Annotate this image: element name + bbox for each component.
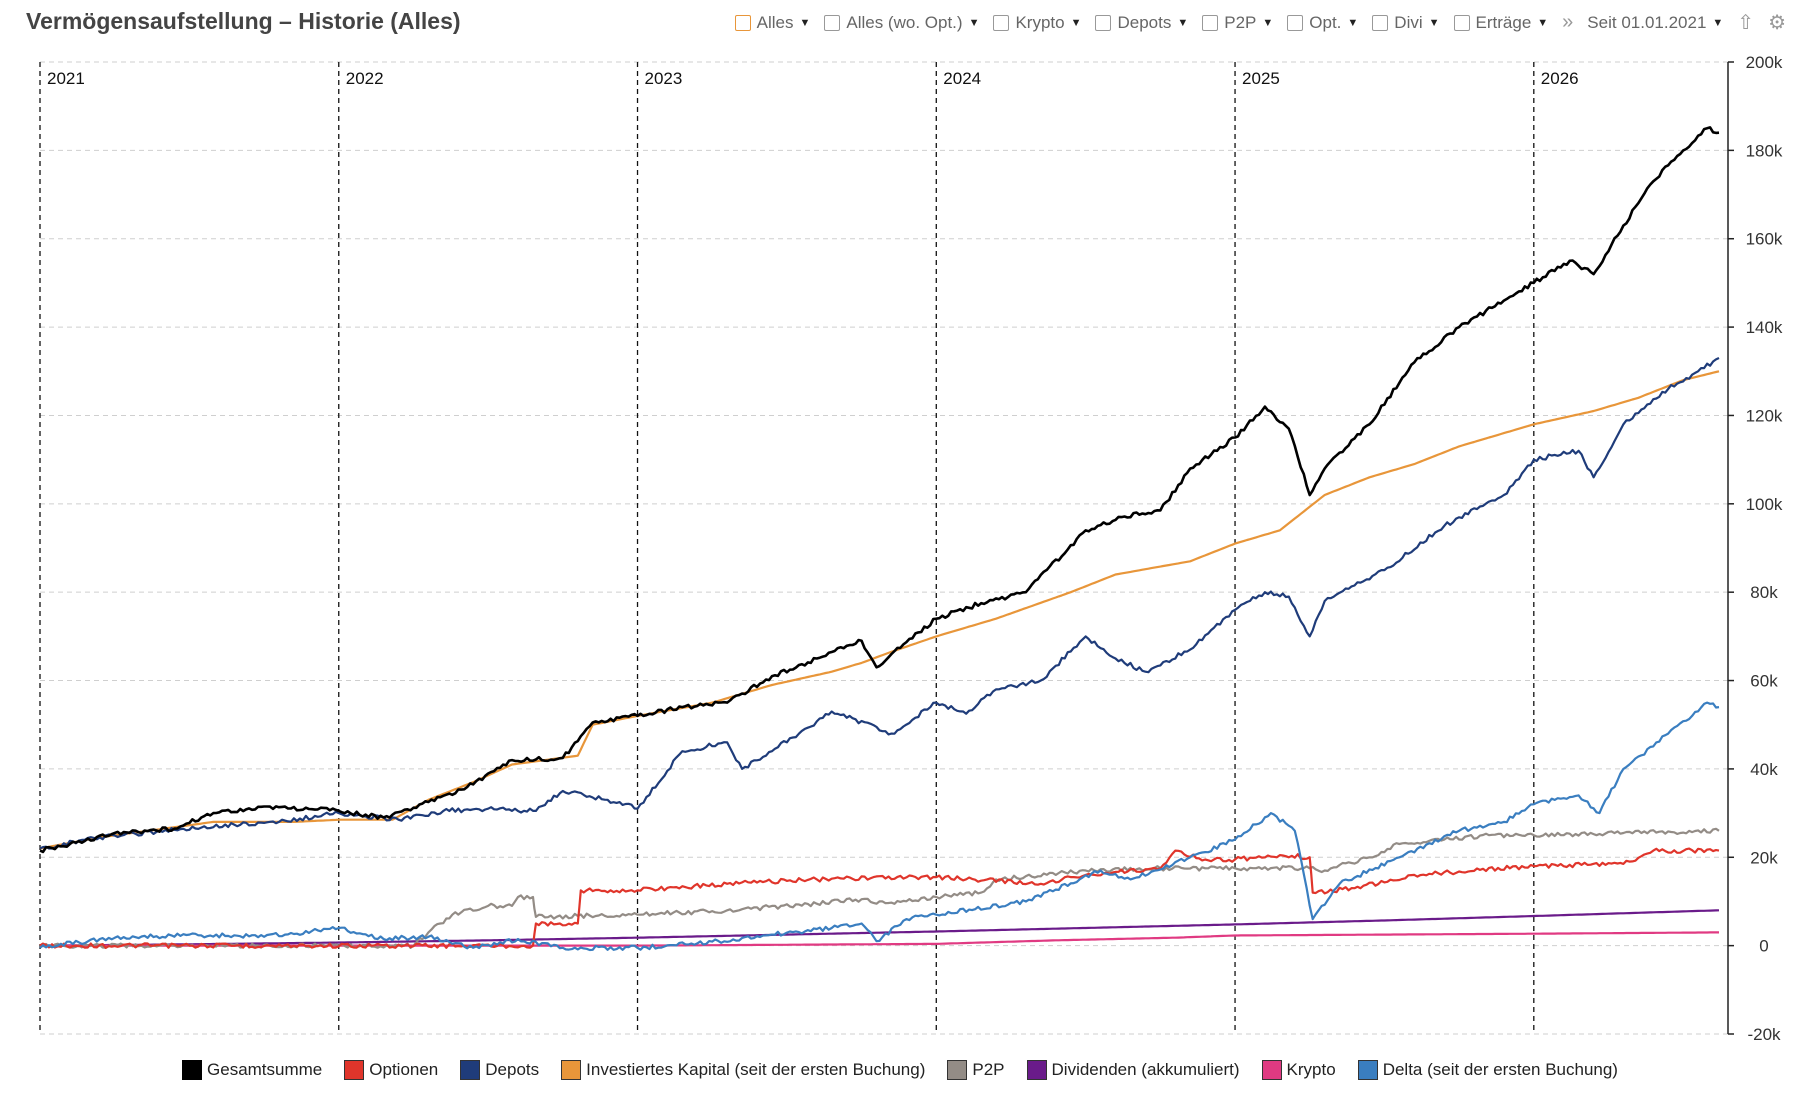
- legend-label: Dividenden (akkumuliert): [1051, 1060, 1240, 1079]
- y-tick-label: 200k: [1746, 53, 1783, 72]
- legend-label: Investiertes Kapital (seit der ersten Bu…: [586, 1060, 926, 1079]
- legend-label: Gesamtsumme: [207, 1060, 323, 1079]
- legend-swatch: [460, 1060, 481, 1080]
- filter-p2p[interactable]: P2P ▼: [1202, 13, 1273, 33]
- year-marker-label: 2022: [346, 69, 384, 88]
- checkbox-icon[interactable]: [1453, 14, 1470, 31]
- y-tick-label: 20k: [1750, 848, 1778, 867]
- checkbox-icon[interactable]: [1372, 14, 1389, 31]
- filter-label: Krypto: [1015, 12, 1065, 32]
- grid: 2021 2022 2023 2024 2025 2026: [39, 61, 1728, 1035]
- y-axis: 200k 180k 160k 140k 120k 100k 80k 60k 40k 20k 0 -20…: [1727, 53, 1783, 1044]
- y-tick-label: 160k: [1746, 230, 1783, 249]
- filter-krypto[interactable]: Krypto ▼: [993, 13, 1081, 33]
- filter-label: Erträge: [1475, 12, 1532, 32]
- checkbox-icon[interactable]: [824, 14, 841, 31]
- date-filter-label: Seit 01.01.2021: [1587, 12, 1707, 32]
- legend-swatch: [561, 1060, 582, 1080]
- legend-label: Delta (seit der ersten Buchung): [1382, 1060, 1618, 1079]
- series-line-3: [39, 370, 1720, 850]
- y-tick-label: -20k: [1747, 1025, 1781, 1044]
- legend-swatch: [1357, 1060, 1378, 1080]
- legend-label: Depots: [485, 1060, 540, 1079]
- year-marker-label: 2024: [943, 69, 981, 88]
- legend-item[interactable]: P2P: [947, 1060, 1005, 1080]
- filter-depots[interactable]: Depots ▼: [1095, 13, 1188, 33]
- caret-down-icon[interactable]: ▼: [1712, 16, 1724, 29]
- legend-swatch: [1261, 1060, 1282, 1080]
- y-tick-label: 100k: [1746, 495, 1783, 514]
- legend-swatch: [344, 1060, 365, 1080]
- legend-item[interactable]: Dividenden (akkumuliert): [1026, 1060, 1240, 1080]
- caret-down-icon[interactable]: ▼: [1347, 16, 1359, 29]
- filter-label: Divi: [1394, 12, 1423, 32]
- caret-down-icon[interactable]: ▼: [968, 16, 980, 29]
- legend-label: Krypto: [1286, 1060, 1336, 1079]
- legend: Gesamtsumme Optionen Depots Investiertes Ka…: [0, 1060, 1800, 1080]
- y-tick-label: 40k: [1750, 760, 1778, 779]
- series-line-5: [40, 909, 1720, 947]
- caret-down-icon[interactable]: ▼: [799, 16, 811, 29]
- legend-item[interactable]: Krypto: [1261, 1060, 1336, 1080]
- year-marker-label: 2025: [1242, 69, 1280, 88]
- legend-item[interactable]: Optionen: [344, 1060, 438, 1080]
- filter-label: P2P: [1224, 12, 1257, 32]
- upload-icon[interactable]: ⇧: [1737, 12, 1755, 34]
- filter-label: Alles (wo. Opt.): [846, 12, 963, 32]
- legend-label: Optionen: [369, 1060, 439, 1079]
- year-marker-label: 2026: [1541, 69, 1579, 88]
- series-line-4: [39, 827, 1720, 949]
- gear-icon[interactable]: ⚙: [1768, 12, 1786, 34]
- legend-swatch: [182, 1060, 203, 1080]
- year-marker-label: 2021: [47, 69, 85, 88]
- legend-swatch: [947, 1060, 968, 1080]
- y-tick-label: 80k: [1750, 583, 1778, 602]
- caret-down-icon[interactable]: ▼: [1262, 16, 1274, 29]
- y-tick-label: 60k: [1750, 672, 1778, 691]
- series-line-1: [39, 847, 1720, 949]
- caret-down-icon[interactable]: ▼: [1177, 16, 1189, 29]
- checkbox-icon[interactable]: [1287, 14, 1304, 31]
- checkbox-icon[interactable]: [1202, 14, 1219, 31]
- series-line-2: [39, 357, 1720, 850]
- filter-alles-wo-opt[interactable]: Alles (wo. Opt.) ▼: [824, 13, 979, 33]
- filter-divi[interactable]: Divi ▼: [1372, 12, 1440, 33]
- double-chevron-right-icon[interactable]: »: [1562, 11, 1574, 33]
- series-line-0: [39, 126, 1720, 854]
- page-title: Vermögensaufstellung – Historie (Alles): [26, 8, 461, 34]
- legend-swatch: [1026, 1060, 1047, 1080]
- year-marker-label: 2023: [645, 69, 683, 88]
- filter-opt[interactable]: Opt. ▼: [1287, 13, 1358, 33]
- y-tick-label: 120k: [1746, 406, 1783, 425]
- caret-down-icon[interactable]: ▼: [1428, 16, 1440, 29]
- filter-label: Opt.: [1309, 12, 1342, 32]
- legend-item[interactable]: Gesamtsumme: [182, 1060, 322, 1080]
- checkbox-icon[interactable]: [734, 14, 751, 31]
- caret-down-icon[interactable]: ▼: [1070, 16, 1082, 29]
- y-tick-label: 180k: [1746, 141, 1783, 160]
- filter-alles[interactable]: Alles ▼: [734, 12, 811, 33]
- legend-item[interactable]: Delta (seit der ersten Buchung): [1357, 1060, 1618, 1080]
- filter-ertraege[interactable]: Erträge ▼: [1453, 12, 1549, 33]
- series-lines: [39, 126, 1720, 952]
- checkbox-icon[interactable]: [1095, 14, 1112, 31]
- legend-label: P2P: [972, 1060, 1005, 1079]
- filter-label: Depots: [1117, 12, 1172, 32]
- legend-item[interactable]: Investiertes Kapital (seit der ersten Bu…: [561, 1060, 925, 1080]
- series-line-7: [39, 701, 1720, 952]
- y-tick-label: 0: [1759, 937, 1768, 956]
- chart-toolbar: Alles ▼ Alles (wo. Opt.) ▼ Krypto ▼ Depots ▼…: [734, 10, 1786, 35]
- date-filter[interactable]: Seit 01.01.2021 ▼: [1587, 13, 1723, 33]
- checkbox-icon[interactable]: [993, 14, 1010, 31]
- filter-label: Alles: [756, 12, 794, 32]
- y-tick-label: 140k: [1746, 318, 1783, 337]
- legend-item[interactable]: Depots: [460, 1060, 539, 1080]
- caret-down-icon[interactable]: ▼: [1537, 16, 1549, 29]
